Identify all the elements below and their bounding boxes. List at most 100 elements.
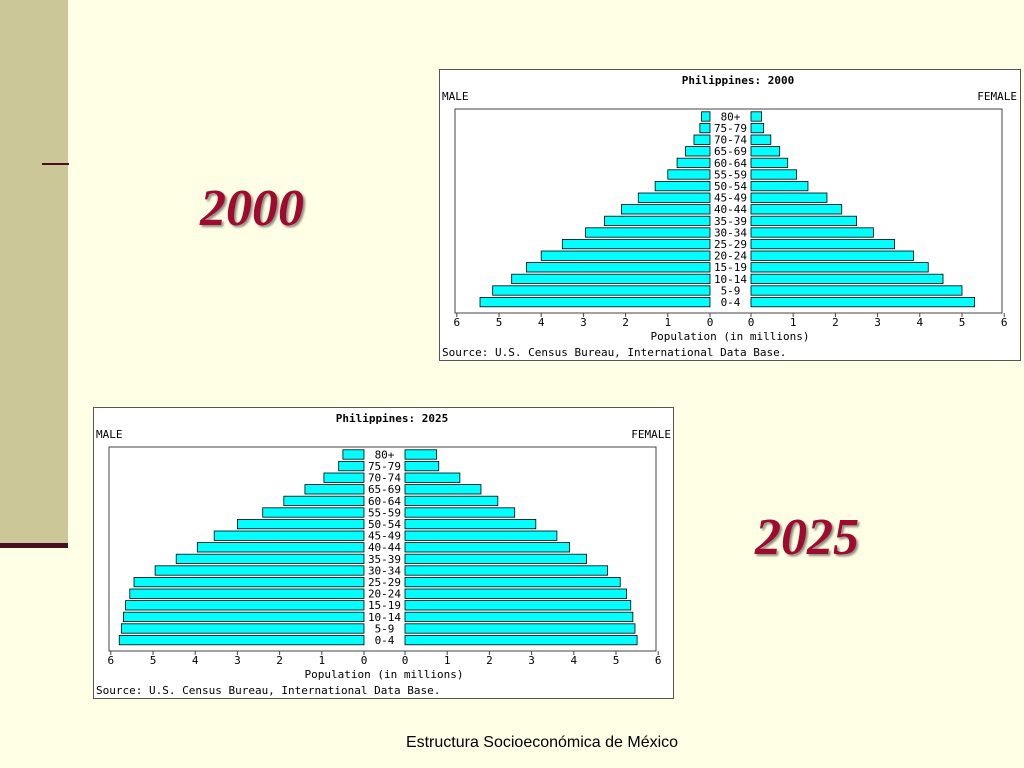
bar-female-80+ — [750, 111, 762, 122]
age-group-label: 5-9 — [375, 622, 395, 635]
x-tick-label: 6 — [655, 654, 662, 667]
x-tick-label: 5 — [959, 316, 966, 329]
bar-female-15-19 — [750, 262, 929, 273]
x-tick-label: 5 — [150, 654, 157, 667]
age-group-label: 15-19 — [368, 599, 401, 612]
bar-male-10-14 — [123, 611, 365, 622]
age-group-label: 40-44 — [714, 203, 747, 216]
bar-female-30-34 — [750, 227, 874, 238]
decorative-rule-bottom — [0, 543, 68, 548]
age-group-label: 0-4 — [375, 634, 395, 647]
x-tick-label: 3 — [874, 316, 881, 329]
age-group-label: 75-79 — [714, 122, 747, 135]
bar-male-65-69 — [685, 146, 711, 157]
bar-male-45-49 — [637, 192, 711, 203]
x-axis-label: Population (in millions) — [651, 330, 810, 343]
bar-female-0-4 — [750, 296, 976, 308]
bar-female-40-44 — [750, 204, 843, 215]
bar-male-30-34 — [154, 565, 365, 576]
x-tick-label: 3 — [528, 654, 535, 667]
bar-male-35-39 — [175, 553, 365, 564]
age-group-label: 45-49 — [368, 530, 401, 543]
bar-male-75-79 — [699, 123, 711, 134]
chart-title: Philippines: 2000 — [682, 74, 795, 87]
bar-female-50-54 — [750, 181, 809, 192]
bar-female-40-44 — [404, 542, 570, 553]
bar-male-20-24 — [540, 250, 711, 261]
age-group-label: 20-24 — [714, 250, 747, 263]
bar-female-45-49 — [750, 192, 828, 203]
bar-female-80+ — [404, 449, 438, 460]
x-tick-label: 4 — [192, 654, 199, 667]
age-group-label: 70-74 — [368, 472, 401, 485]
x-tick-label: 3 — [234, 654, 241, 667]
x-tick-label: 2 — [276, 654, 283, 667]
bar-male-75-79 — [338, 461, 365, 472]
sidebar-band — [0, 0, 68, 548]
age-group-label: 60-64 — [714, 157, 747, 170]
x-tick-label: 4 — [570, 654, 577, 667]
bar-female-45-49 — [404, 530, 558, 541]
bar-male-40-44 — [620, 204, 711, 215]
bar-male-25-29 — [561, 238, 711, 250]
age-group-label: 35-39 — [714, 215, 747, 228]
bar-female-35-39 — [404, 553, 587, 564]
age-group-label: 80+ — [375, 448, 395, 461]
age-group-label: 20-24 — [368, 588, 401, 601]
bar-male-0-4 — [118, 634, 365, 646]
bar-male-55-59 — [262, 507, 365, 518]
x-tick-label: 3 — [580, 316, 587, 329]
bar-female-10-14 — [404, 611, 634, 622]
age-group-label: 60-64 — [368, 495, 401, 508]
x-axis-label: Population (in millions) — [305, 668, 464, 681]
slide-footer: Estructura Socioeconómica de México — [405, 734, 679, 751]
age-group-label: 30-34 — [714, 226, 747, 239]
chart-title: Philippines: 2025 — [336, 412, 449, 425]
bar-female-60-64 — [750, 157, 789, 168]
x-tick-label: 6 — [1001, 316, 1008, 329]
age-group-label: 35-39 — [368, 553, 401, 566]
age-group-label: 25-29 — [368, 576, 401, 589]
x-tick-label: 2 — [832, 316, 839, 329]
male-label: MALE — [96, 428, 123, 441]
female-label: FEMALE — [977, 90, 1017, 103]
bar-female-25-29 — [404, 576, 621, 588]
x-tick-label: 6 — [453, 316, 460, 329]
x-tick-label: 5 — [496, 316, 503, 329]
bar-female-65-69 — [750, 146, 781, 157]
age-group-label: 50-54 — [714, 180, 747, 193]
bar-female-55-59 — [750, 169, 797, 180]
bar-female-5-9 — [404, 623, 636, 634]
bar-male-20-24 — [129, 588, 365, 599]
age-group-label: 40-44 — [368, 541, 401, 554]
bar-male-70-74 — [693, 134, 711, 145]
x-tick-label: 1 — [790, 316, 797, 329]
bar-male-10-14 — [511, 273, 711, 284]
bar-female-35-39 — [750, 215, 857, 226]
bar-male-80+ — [701, 111, 711, 122]
age-group-label: 55-59 — [714, 168, 747, 181]
bar-male-45-49 — [213, 530, 365, 541]
bar-female-55-59 — [404, 507, 516, 518]
female-label: FEMALE — [631, 428, 671, 441]
decorative-rule-top — [42, 163, 69, 165]
x-tick-label: 2 — [486, 654, 493, 667]
bar-male-5-9 — [120, 623, 365, 634]
x-tick-label: 0 — [748, 316, 755, 329]
age-group-label: 10-14 — [368, 611, 401, 624]
bar-female-75-79 — [750, 123, 765, 134]
bar-male-15-19 — [125, 600, 365, 611]
x-tick-label: 5 — [613, 654, 620, 667]
source-note: Source: U.S. Census Bureau, Internationa… — [442, 346, 786, 359]
bar-female-60-64 — [404, 495, 499, 506]
bar-male-70-74 — [323, 472, 365, 483]
bar-male-5-9 — [492, 285, 711, 296]
bar-female-70-74 — [750, 134, 772, 145]
age-group-label: 80+ — [721, 110, 741, 123]
age-group-label: 0-4 — [721, 296, 741, 309]
pyramid-chart-2000: Philippines: 2000 MALE FEMALE 0-4 5-9 10-14 15… — [439, 69, 1021, 361]
age-group-label: 75-79 — [368, 460, 401, 473]
plot-frame — [454, 108, 1003, 314]
plot-frame — [108, 446, 657, 652]
age-group-label: 15-19 — [714, 261, 747, 274]
